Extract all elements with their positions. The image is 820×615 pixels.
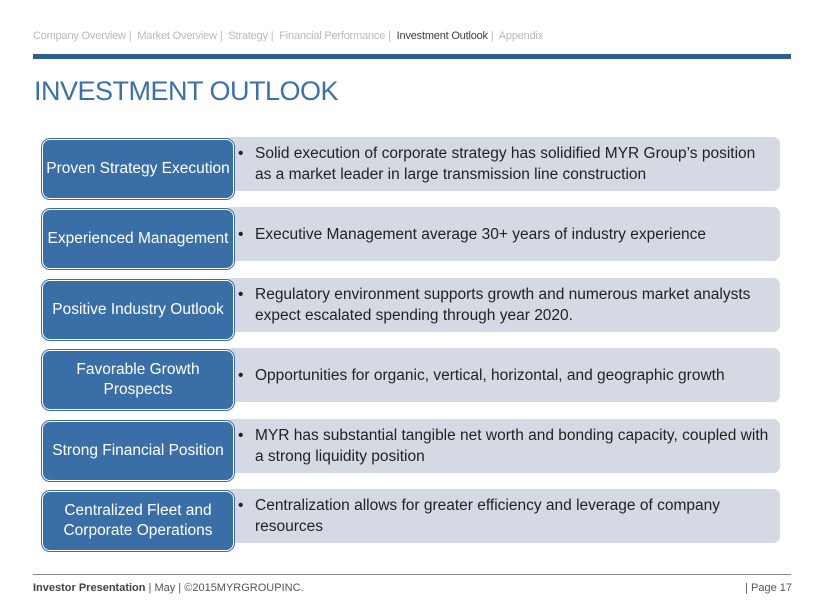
description-panel: MYR has substantial tangible net worth a…: [225, 419, 780, 473]
category-label-box: Favorable Growth Prospects: [42, 350, 234, 410]
description-panel: Regulatory environment supports growth a…: [225, 278, 780, 332]
nav-strategy[interactable]: Strategy: [228, 30, 268, 42]
page-title: INVESTMENT OUTLOOK: [34, 76, 339, 106]
footer-divider: [33, 574, 791, 575]
category-label-box: Proven Strategy Execution: [42, 139, 234, 199]
description-text: Executive Management average 30+ years o…: [225, 224, 716, 245]
footer-presentation: Investor Presentation: [33, 582, 146, 594]
footer-copyright: ©2015MYRGROUPINC.: [184, 582, 304, 594]
page-number: | Page 17: [745, 582, 792, 594]
description-panel: Centralization allows for greater effici…: [225, 489, 780, 543]
outlook-row: Executive Management average 30+ years o…: [42, 207, 780, 269]
category-label-box: Centralized Fleet and Corporate Operatio…: [42, 491, 234, 551]
category-label: Strong Financial Position: [52, 442, 224, 459]
description-panel: Opportunities for organic, vertical, hor…: [225, 348, 780, 402]
nav-appendix[interactable]: Appendix: [498, 30, 544, 42]
category-label: Positive Industry Outlook: [52, 301, 224, 318]
description-text: Centralization allows for greater effici…: [225, 495, 780, 537]
outlook-row: MYR has substantial tangible net worth a…: [42, 419, 780, 481]
description-panel: Solid execution of corporate strategy ha…: [225, 137, 780, 191]
nav-investment-outlook[interactable]: Investment Outlook: [396, 30, 488, 42]
description-text: MYR has substantial tangible net worth a…: [225, 425, 780, 467]
category-label: Favorable Growth Prospects: [76, 361, 200, 398]
category-label-box: Strong Financial Position: [42, 421, 234, 481]
footer: Investor Presentation | May | ©2015MYRGR…: [33, 582, 304, 594]
description-text: Solid execution of corporate strategy ha…: [225, 143, 780, 185]
outlook-row: Regulatory environment supports growth a…: [42, 278, 780, 340]
section-nav: Company Overview | Market Overview | Strat…: [33, 30, 544, 42]
outlook-row: Solid execution of corporate strategy ha…: [42, 137, 780, 199]
category-label-box: Positive Industry Outlook: [42, 280, 234, 340]
category-label: Experienced Management: [47, 230, 229, 247]
nav-financial-performance[interactable]: Financial Performance: [279, 30, 386, 42]
description-text: Opportunities for organic, vertical, hor…: [225, 365, 735, 386]
page-number-text: Page 17: [751, 582, 792, 594]
description-panel: Executive Management average 30+ years o…: [225, 207, 780, 261]
category-label: Proven Strategy Execution: [46, 160, 230, 177]
outlook-row: Centralization allows for greater effici…: [42, 489, 780, 551]
nav-market-overview[interactable]: Market Overview: [137, 30, 217, 42]
category-label: Centralized Fleet and Corporate Operatio…: [63, 502, 213, 539]
category-label-box: Experienced Management: [42, 209, 234, 269]
description-text: Regulatory environment supports growth a…: [225, 284, 780, 326]
header-bar: [33, 54, 791, 59]
outlook-row: Opportunities for organic, vertical, hor…: [42, 348, 780, 410]
footer-month: May: [154, 582, 176, 594]
nav-company-overview[interactable]: Company Overview: [33, 30, 126, 42]
